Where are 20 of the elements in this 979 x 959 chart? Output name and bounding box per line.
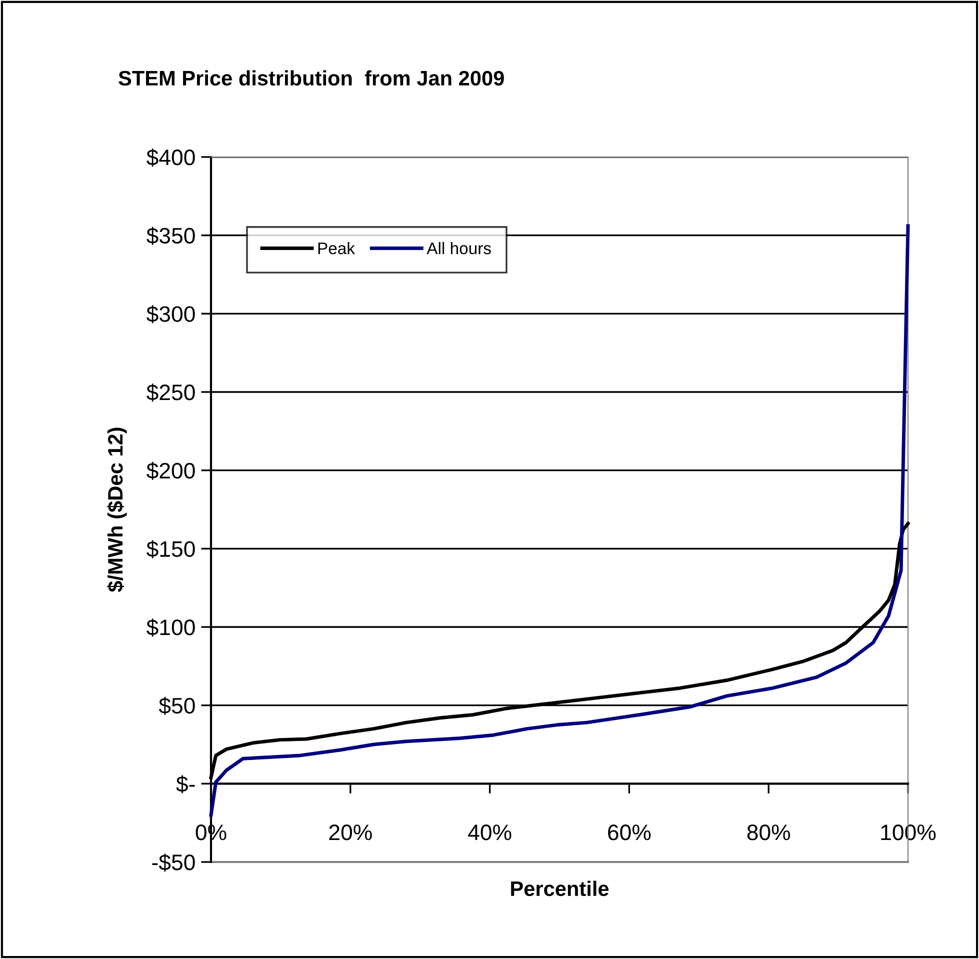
x-tick-label: 20% (329, 824, 372, 840)
y-tick-label: $200 (146, 462, 195, 480)
y-tick-label: -$50 (152, 854, 195, 872)
y-tick-label: $- (176, 775, 195, 794)
y-axis-title: $/MWh ($Dec 12) (107, 428, 127, 592)
chart-title: STEM Price distribution from Jan 2009 (118, 70, 504, 86)
y-tick-label: $400 (146, 148, 195, 167)
x-tick-label: 60% (608, 824, 651, 840)
legend-label: All hours (426, 242, 491, 254)
y-tick-label: $300 (146, 305, 195, 324)
x-axis-title: Percentile (511, 880, 609, 896)
legend-label: Peak (318, 242, 356, 254)
y-tick-label: $50 (158, 696, 195, 715)
y-tick-label: $350 (146, 226, 195, 245)
y-tick-label: $100 (146, 618, 195, 637)
x-tick-label: 100% (881, 824, 936, 840)
x-tick-label: 80% (747, 824, 790, 840)
x-tick-label: 40% (468, 824, 512, 840)
y-tick-label: $250 (146, 384, 195, 402)
y-tick-label: $150 (146, 540, 195, 558)
